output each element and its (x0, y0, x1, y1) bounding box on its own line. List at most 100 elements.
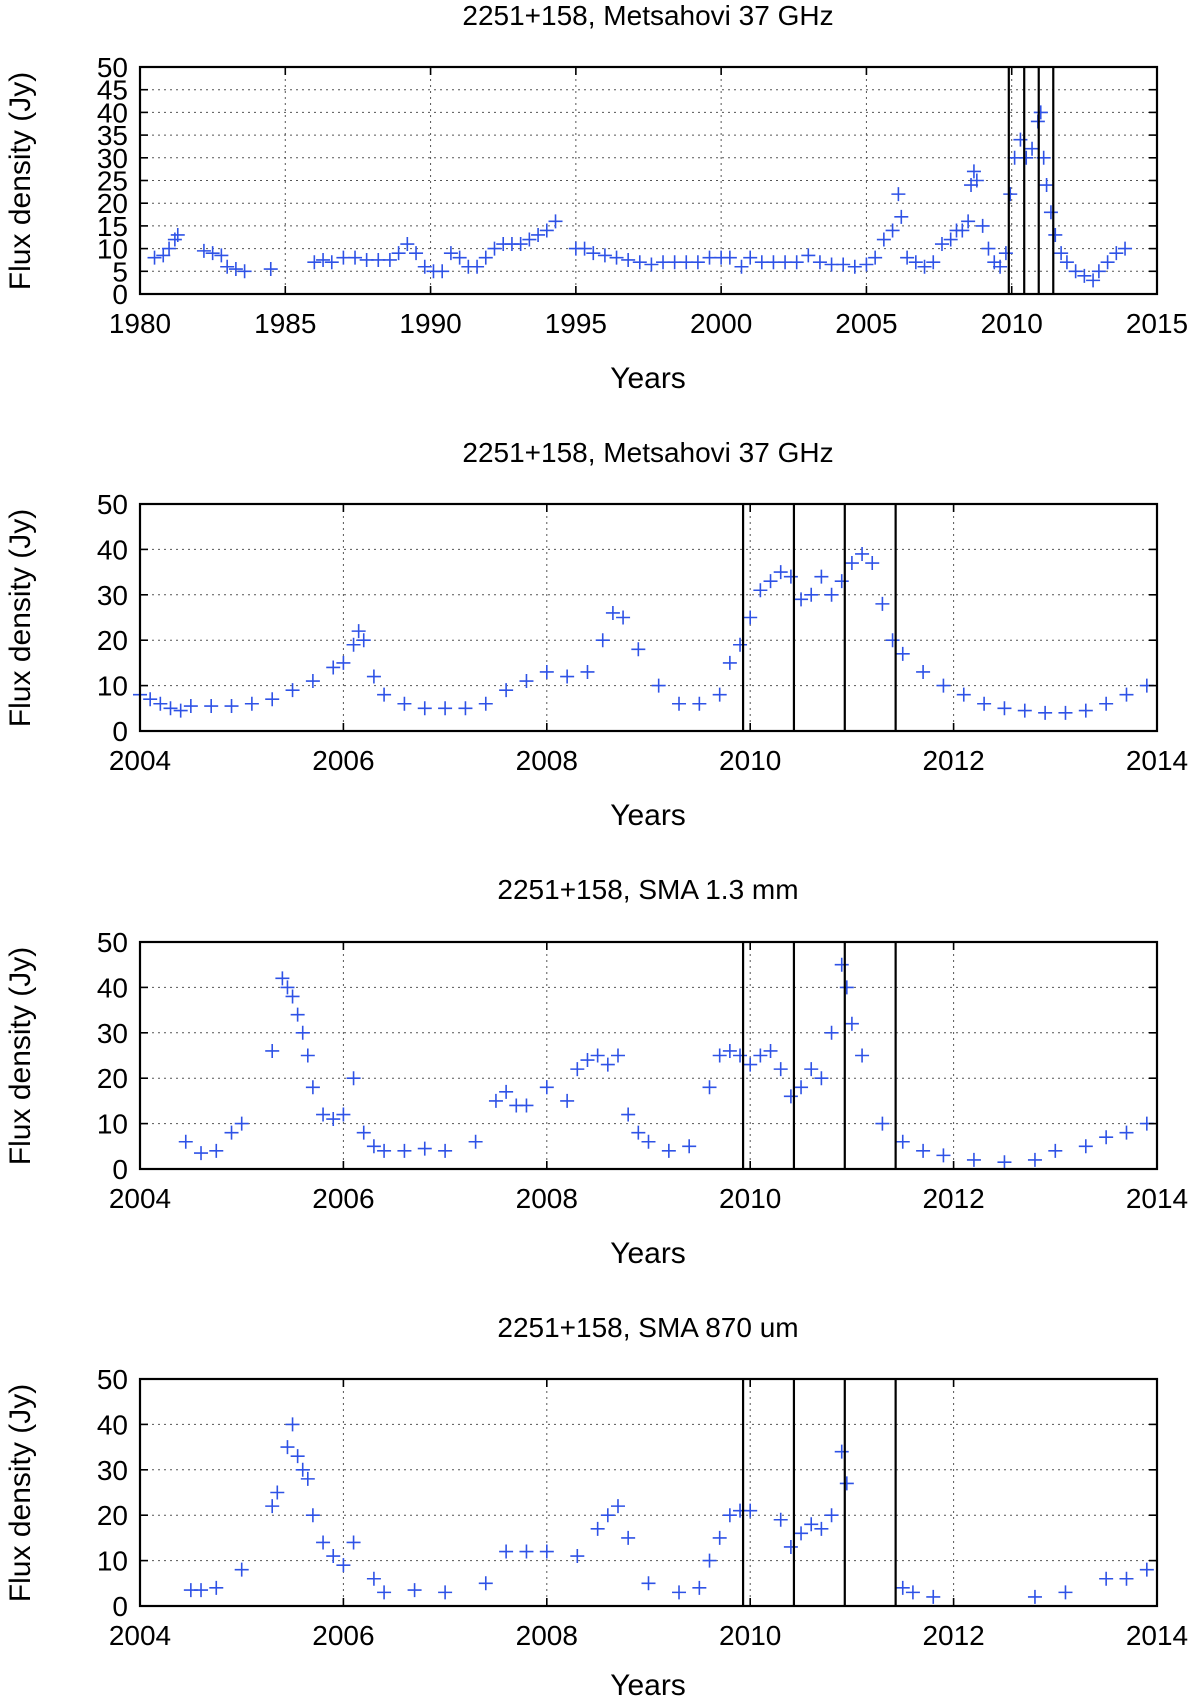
data-point (814, 1521, 829, 1536)
data-point (307, 255, 322, 270)
x-tick-label: 1985 (254, 308, 316, 339)
x-tick-label: 2010 (719, 745, 781, 776)
data-point (1139, 1562, 1154, 1577)
data-point (632, 255, 647, 270)
data-point (690, 255, 705, 270)
data-point (539, 1080, 554, 1095)
data-point (876, 232, 891, 247)
data-point (153, 696, 168, 711)
data-point (470, 259, 485, 274)
data-point (926, 1589, 941, 1604)
data-point (196, 243, 211, 258)
data-point (783, 1089, 798, 1104)
data-point (209, 1580, 224, 1595)
data-point (1119, 1571, 1134, 1586)
y-tick-label: 20 (97, 1063, 128, 1094)
y-tick-label: 20 (97, 1500, 128, 1531)
data-point (214, 248, 229, 263)
data-point (804, 1062, 819, 1077)
data-point (377, 687, 392, 702)
data-point (836, 257, 851, 272)
data-point (458, 701, 473, 716)
y-tick-label: 40 (97, 972, 128, 1003)
data-point (478, 1576, 493, 1591)
x-tick-label: 2004 (109, 1183, 171, 1214)
data-point (631, 1125, 646, 1140)
data-point (661, 1143, 676, 1158)
data-point (865, 556, 880, 571)
x-tick-label: 2008 (516, 745, 578, 776)
x-tick-label: 2014 (1126, 1183, 1188, 1214)
data-point (1038, 705, 1053, 720)
data-point (743, 250, 758, 265)
data-point (570, 1062, 585, 1077)
data-point (672, 1585, 687, 1600)
data-point (743, 1503, 758, 1518)
data-point (519, 1098, 534, 1113)
data-point (548, 214, 563, 229)
data-point (570, 1549, 585, 1564)
x-axis-label: Years (610, 362, 686, 395)
data-point (839, 1476, 854, 1491)
data-point (943, 232, 958, 247)
data-point (794, 1526, 809, 1541)
data-point (975, 218, 990, 233)
data-point (1058, 1585, 1073, 1600)
data-point (641, 1576, 656, 1591)
panel-sma-870um: 2251+158, SMA 870 um Flux density (Jy) Y… (4, 1312, 1188, 1702)
data-point (1013, 132, 1028, 147)
data-point (478, 696, 493, 711)
data-point (609, 250, 624, 265)
data-point (468, 1134, 483, 1149)
y-axis-label: Flux density (Jy) (4, 947, 37, 1165)
data-point (605, 605, 620, 620)
data-point (300, 1048, 315, 1063)
data-point (290, 1007, 305, 1022)
data-point (1077, 268, 1092, 283)
y-tick-label: 20 (97, 188, 128, 219)
data-point (265, 692, 280, 707)
data-point (783, 569, 798, 584)
data-point (285, 683, 300, 698)
data-point (753, 1048, 768, 1063)
data-point (855, 1048, 870, 1063)
data-point (875, 1116, 890, 1131)
data-point (855, 546, 870, 561)
data-point (531, 227, 546, 242)
x-tick-label: 1990 (399, 308, 461, 339)
data-point (834, 1444, 849, 1459)
chart-title: 2251+158, SMA 870 um (497, 1312, 798, 1343)
data-point (844, 556, 859, 571)
data-point (672, 696, 687, 711)
data-point (900, 250, 915, 265)
y-tick-label: 30 (97, 580, 128, 611)
data-point (209, 1143, 224, 1158)
data-point (722, 250, 737, 265)
data-point (722, 1043, 737, 1058)
y-tick-label: 30 (97, 1455, 128, 1486)
data-point (577, 241, 592, 256)
data-point (1048, 227, 1063, 242)
x-tick-label: 2000 (690, 308, 752, 339)
data-point (794, 592, 809, 607)
data-point (1017, 703, 1032, 718)
data-point (244, 696, 259, 711)
x-tick-label: 2012 (922, 745, 984, 776)
data-point (993, 259, 1008, 274)
data-point (917, 259, 932, 274)
data-point (621, 1107, 636, 1122)
y-tick-label: 40 (97, 534, 128, 565)
data-point (859, 257, 874, 272)
data-point (895, 1134, 910, 1149)
panel-sma-1-3mm: 2251+158, SMA 1.3 mm Flux density (Jy) Y… (4, 874, 1188, 1270)
data-point (290, 1449, 305, 1464)
data-point (966, 164, 981, 179)
data-point (600, 1057, 615, 1072)
data-point (316, 1107, 331, 1122)
data-point (224, 1125, 239, 1140)
data-point (834, 957, 849, 972)
data-point (1039, 178, 1054, 193)
x-tick-label: 2008 (516, 1183, 578, 1214)
data-point (1033, 105, 1048, 120)
